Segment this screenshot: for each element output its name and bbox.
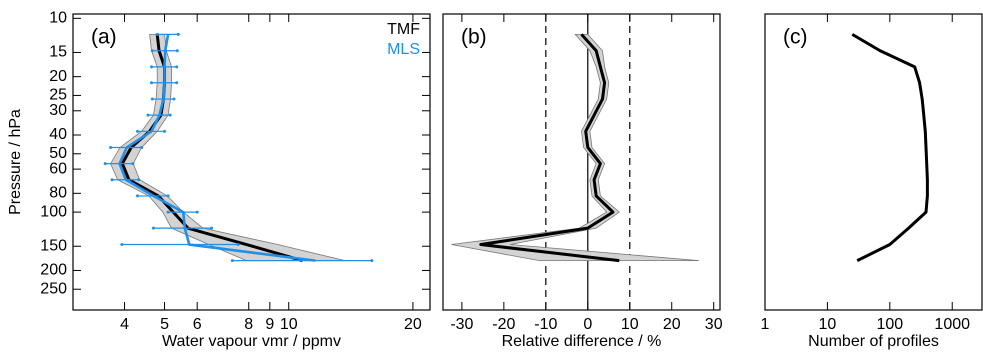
error-cap (166, 194, 170, 198)
error-cap (172, 97, 176, 101)
x-tick-label: 100 (876, 316, 903, 333)
y-tick-label: 250 (40, 280, 67, 297)
x-axis-title: Water vapour vmr / ppmv (162, 333, 341, 350)
error-cap (175, 65, 179, 69)
error-cap (155, 32, 159, 36)
profile-line (118, 34, 316, 262)
error-cap (175, 81, 179, 85)
error-cap (150, 49, 154, 53)
y-tick-label: 25 (49, 87, 67, 104)
x-tick-label: 10 (819, 316, 837, 333)
error-cap (146, 113, 150, 117)
error-cap (136, 194, 140, 198)
error-cap (150, 81, 154, 85)
y-tick-label: 50 (49, 145, 67, 162)
error-cap (137, 178, 141, 182)
x-tick-label: 1 (761, 316, 770, 333)
error-cap (109, 145, 113, 149)
error-cap (136, 129, 140, 133)
error-cap (110, 178, 114, 182)
error-cap (103, 162, 107, 166)
legend-entry: TMF (387, 21, 420, 38)
x-tick-label: 6 (193, 316, 202, 333)
y-tick-label: 40 (49, 126, 67, 143)
x-tick-label: -30 (450, 316, 473, 333)
y-axis-title: Pressure / hPa (7, 109, 24, 215)
y-tick-label: 150 (40, 237, 67, 254)
error-cap (120, 243, 124, 247)
error-cap (210, 226, 214, 230)
y-tick-label: 200 (40, 262, 67, 279)
uncertainty-band (451, 33, 700, 262)
error-cap (230, 259, 234, 263)
x-tick-label: 20 (663, 316, 681, 333)
x-tick-label: 10 (621, 316, 639, 333)
x-tick-label: 4 (120, 316, 129, 333)
profile-line (479, 33, 620, 263)
x-tick-label: 0 (583, 316, 592, 333)
y-tick-label: 60 (49, 160, 67, 177)
x-tick-label: 20 (404, 316, 422, 333)
x-tick-label: 30 (705, 316, 723, 333)
error-cap (131, 162, 135, 166)
legend-entry: MLS (387, 41, 420, 58)
y-tick-label: 15 (49, 44, 67, 61)
error-cap (370, 259, 374, 263)
y-tick-label: 100 (40, 203, 67, 220)
error-cap (175, 49, 179, 53)
x-tick-label: 1000 (934, 316, 970, 333)
plot-frame (764, 13, 983, 311)
uncertainty-band (110, 33, 346, 262)
error-cap (176, 32, 180, 36)
plot-frame (72, 13, 431, 311)
x-tick-label: 9 (265, 316, 274, 333)
x-axis-title: Relative difference / % (502, 333, 662, 350)
error-cap (140, 145, 144, 149)
x-tick-label: 5 (160, 316, 169, 333)
error-cap (168, 113, 172, 117)
error-cap (195, 210, 199, 214)
panel-label: (b) (461, 26, 487, 49)
x-tick-label: -20 (492, 316, 515, 333)
y-tick-label: 30 (49, 102, 67, 119)
error-cap (150, 65, 154, 69)
error-cap (150, 97, 154, 101)
x-axis-title: Number of profiles (808, 333, 939, 350)
y-tick-label: 10 (49, 10, 67, 27)
panel-label: (a) (91, 26, 117, 49)
profile-line (851, 33, 929, 262)
profile-line (120, 34, 303, 263)
plot-frame (442, 13, 721, 311)
error-cap (163, 129, 167, 133)
error-cap (151, 226, 155, 230)
x-tick-label: -10 (534, 316, 557, 333)
y-tick-label: 20 (49, 68, 67, 85)
error-cap (166, 210, 170, 214)
x-tick-label: 10 (280, 316, 298, 333)
panel-label: (c) (783, 26, 808, 49)
error-cap (236, 243, 240, 247)
y-tick-label: 80 (49, 185, 67, 202)
x-tick-label: 8 (244, 316, 253, 333)
